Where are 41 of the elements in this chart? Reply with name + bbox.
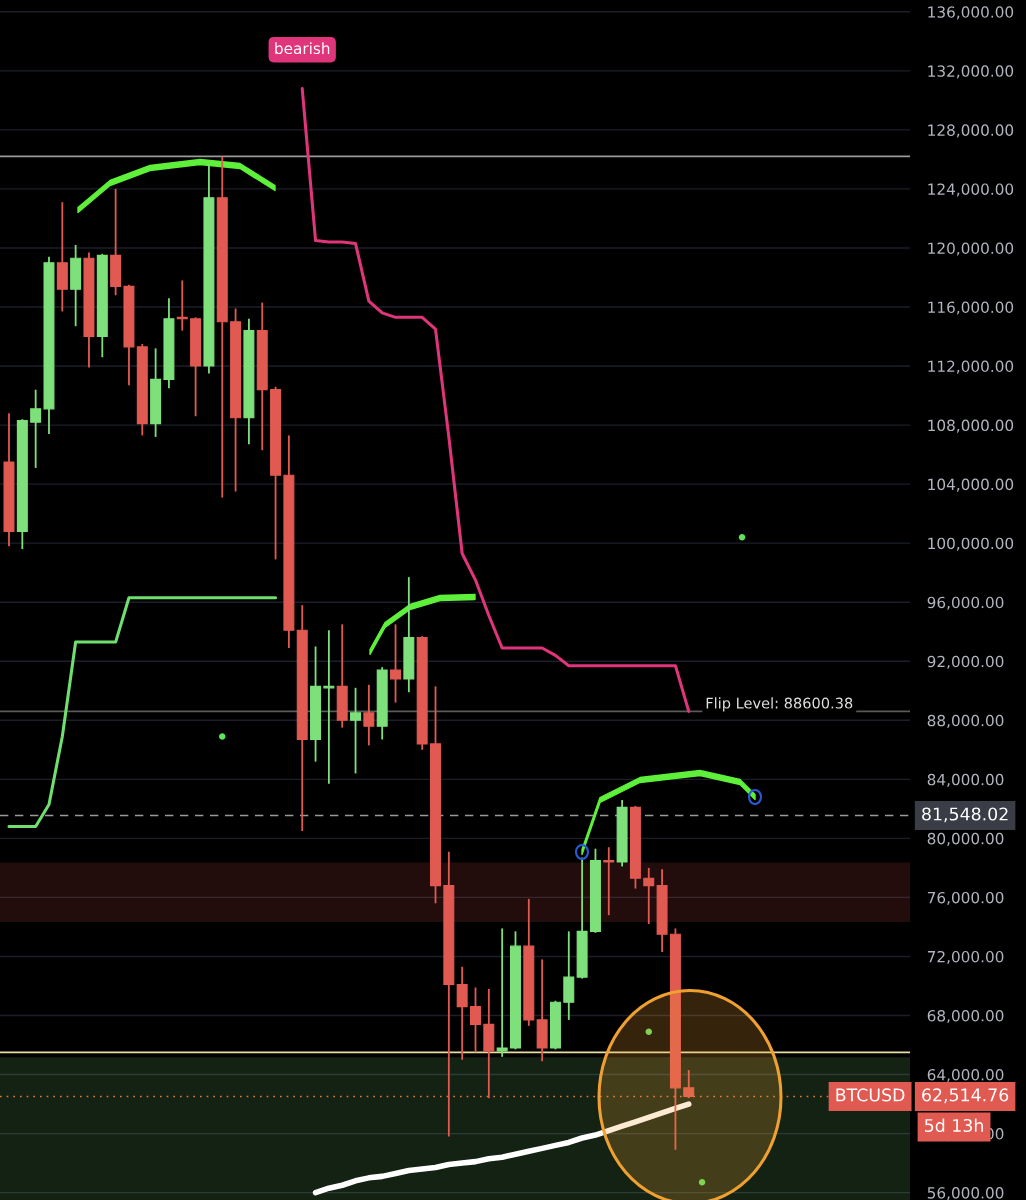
candlestick (350, 686, 362, 775)
y-tick-label: 96,000.00 (927, 596, 1004, 610)
line-series (7, 596, 278, 829)
candlestick (390, 623, 402, 704)
y-tick-label: 112,000.00 (928, 360, 1014, 374)
point (738, 534, 746, 541)
ref-line-label: 81,548.02 (922, 807, 1008, 823)
ref-line-label: 62,514.76 (922, 1088, 1009, 1104)
candlestick (643, 866, 655, 925)
y-tick-label: 56,000.00 (927, 1187, 1004, 1200)
y-tick-label: 68,000.00 (927, 1009, 1004, 1024)
y-tick-label: 124,000.00 (928, 183, 1014, 197)
candlestick (30, 388, 42, 469)
y-tick-label: 120,000.00 (928, 242, 1014, 256)
y-tick-label: 92,000.00 (927, 655, 1004, 669)
y-tick-label: 136,000.00 (928, 6, 1014, 20)
y-tick-label: 64,000.00 (927, 1069, 1004, 1083)
y-tick-label: 76,000.00 (927, 891, 1004, 905)
y-tick-label: 100,000.00 (928, 537, 1014, 551)
y-tick-label: 132,000.00 (928, 65, 1014, 79)
ref-line-label: Flip Level: 88600.38 (706, 697, 853, 712)
y-tick-label: 104,000.00 (928, 478, 1014, 492)
candlestick (363, 683, 375, 747)
y-tick-label: 88,000.00 (927, 714, 1004, 728)
annotation: BTCUSD (836, 1088, 905, 1102)
y-tick-label: 108,000.00 (928, 419, 1014, 433)
y-tick-label: 84,000.00 (927, 773, 1004, 787)
y-tick-label: 72,000.00 (927, 950, 1004, 965)
candlestick (456, 965, 468, 1061)
candlestick (603, 846, 615, 917)
line-series (300, 87, 691, 713)
y-tick-label: 80,000.00 (927, 832, 1004, 846)
candlestick (470, 986, 481, 1054)
candlestick (496, 927, 508, 1058)
candlestick (683, 1069, 695, 1100)
y-tick-label: 116,000.00 (928, 301, 1014, 315)
point (698, 1179, 706, 1186)
y-tick-label: 128,000.00 (928, 124, 1014, 138)
annotation: bearish (275, 42, 330, 55)
point (645, 1028, 653, 1035)
point (218, 733, 226, 740)
